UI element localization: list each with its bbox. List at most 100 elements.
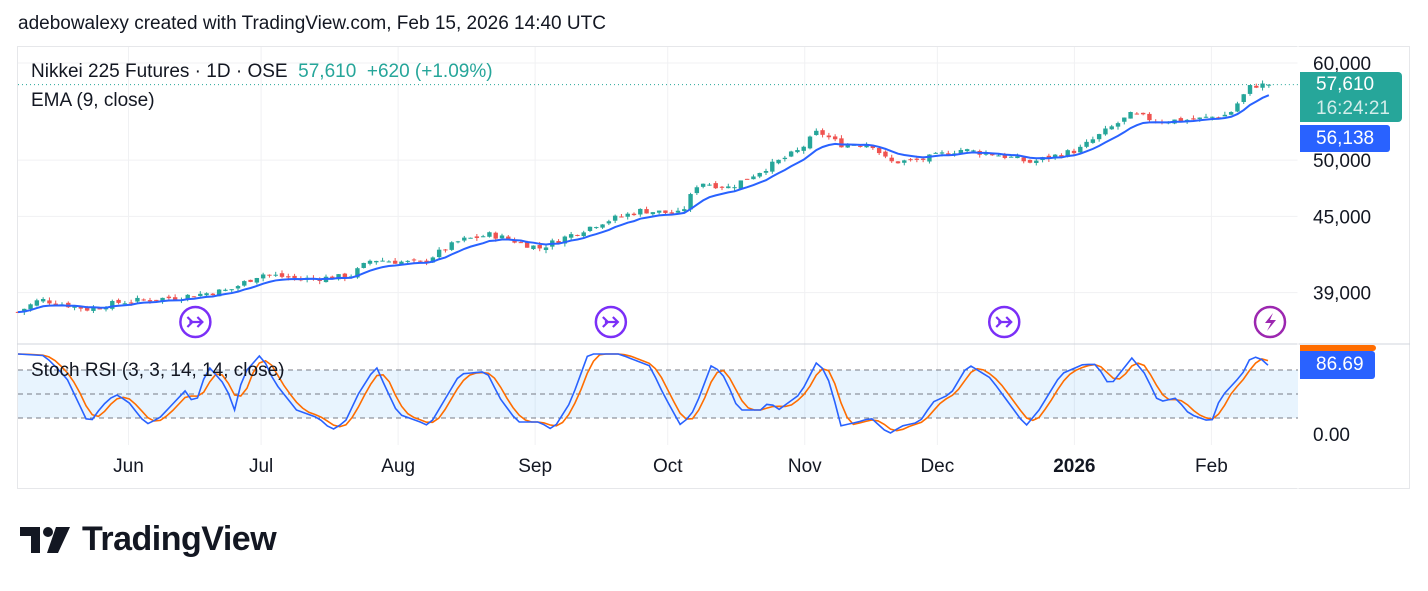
candle-body [147,300,153,302]
candle [474,233,480,241]
candle-body [235,286,241,289]
candle-body [719,186,725,188]
candle-body [493,232,498,239]
candle-body [964,149,970,152]
candle [487,231,492,238]
candle [751,174,756,180]
candle [455,240,461,244]
candle [235,284,241,292]
candle-body [122,303,128,305]
month-label: Jul [249,456,273,477]
candle [436,247,442,260]
stoch-legend[interactable]: Stoch RSI (3, 3, 14, 14, close) [31,360,285,381]
candle-body [682,209,687,212]
candle-body [15,311,21,313]
symbol-title[interactable]: Nikkei 225 Futures · 1D · OSE [31,61,288,82]
candle-body [669,212,674,214]
candle [254,277,260,285]
candle-body [619,216,624,218]
candle-body [103,308,109,310]
logo-text: TradingView [82,520,277,558]
candle-body [914,158,920,160]
candle [386,260,392,263]
candle-body [424,260,429,262]
candle [675,207,681,214]
candle [141,298,146,301]
candle-body [1096,134,1102,140]
candle [1147,112,1152,122]
candle [1128,111,1133,119]
candle-body [499,235,505,239]
candle-body [895,161,901,164]
candle-body [286,276,291,278]
candle [801,145,806,154]
event-arrow-icon[interactable] [987,305,1021,339]
candle-body [204,293,209,296]
candle-body [1216,117,1221,119]
candle-body [399,261,404,265]
candle [449,241,454,251]
event-lightning-icon[interactable] [1253,305,1287,339]
candle-body [248,279,253,282]
candle [562,235,568,247]
chart-frame [17,46,1410,489]
tradingview-logo[interactable]: TradingView [20,520,277,559]
candle-body [845,144,850,148]
candle-body [675,210,681,213]
candle [587,226,593,233]
candle-body [700,183,706,187]
ema-legend[interactable]: EMA (9, close) [31,90,155,111]
candle-body [839,138,844,148]
candle-body [763,170,769,173]
candle-body [1228,112,1234,115]
candle [1096,133,1102,142]
candle [644,206,649,214]
candle [600,224,605,229]
candle-body [84,307,90,311]
candle-body [1191,118,1196,120]
candle [757,172,762,179]
candle-body [78,306,84,309]
candle [719,185,725,191]
candle-body [342,273,348,279]
candle [1235,101,1240,113]
candle-body [751,176,756,180]
candle [480,234,486,238]
candle-body [631,213,637,216]
candle [738,180,744,190]
candle [267,274,272,278]
candle-body [1071,150,1077,154]
candle [927,154,932,164]
candle [958,147,964,154]
candle [1254,83,1259,89]
candle [612,214,618,224]
candle-body [732,187,737,189]
event-arrow-icon[interactable] [179,305,212,339]
candle [1228,111,1234,116]
candle [625,212,630,220]
candle-body [996,155,1001,157]
candle-body [242,281,247,286]
candle-body [172,297,178,300]
candle-body [405,260,410,262]
candle-body [1078,146,1083,153]
candle [726,183,731,189]
candle-body [606,221,612,224]
month-label: Feb [1195,456,1228,477]
candle-body [990,153,995,156]
arrow-glyph [186,316,204,328]
candle [110,299,115,311]
candle [763,168,769,175]
candle-body [254,277,260,283]
candle-body [1197,117,1202,119]
candle-body [198,293,203,297]
candle-body [1059,155,1064,158]
candle [568,231,574,240]
event-arrow-icon[interactable] [594,305,628,339]
candle-body [770,161,775,172]
candle [279,270,285,279]
candle-body [474,236,480,238]
candle-body [191,296,197,298]
candle-body [1034,160,1039,163]
